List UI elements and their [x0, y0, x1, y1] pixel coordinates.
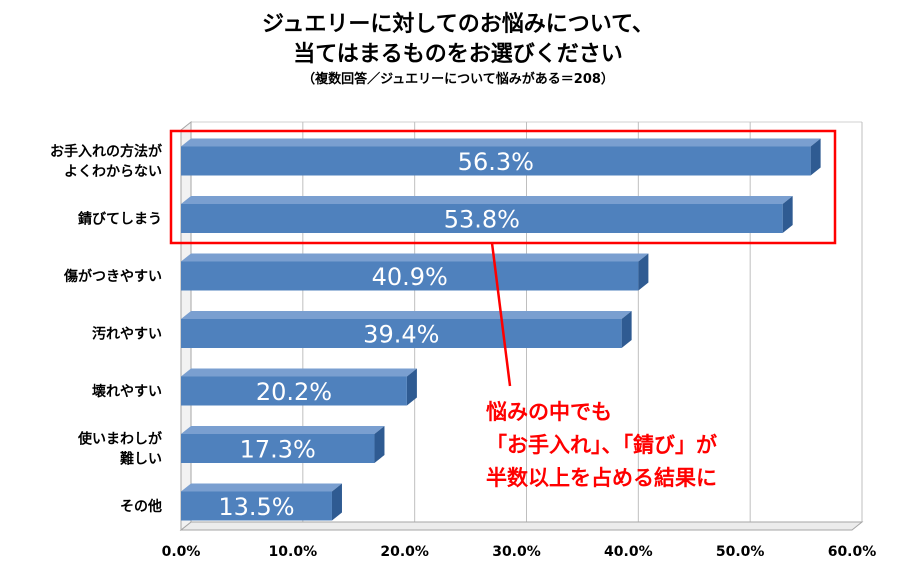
bar-front-face: [181, 261, 639, 291]
bar-value-label: 53.8%: [444, 206, 520, 234]
chart-subtitle: （複数回答／ジュエリーについて悩みがある＝208）: [302, 72, 614, 87]
bar-value-label: 17.3%: [240, 436, 316, 464]
category-label: 汚れやすい: [92, 326, 162, 343]
bar-top-face: [181, 138, 821, 147]
category-label: お手入れの方法がよくわからない: [50, 143, 163, 180]
category-label: 使いまわしが難しい: [77, 431, 163, 468]
bar-top-face: [181, 311, 632, 319]
bar-side-face: [810, 138, 821, 176]
plot-floor: [179, 521, 864, 531]
callout-connector: [490, 242, 512, 387]
x-tick-label: 10.0%: [269, 544, 318, 560]
highlight-box: [169, 129, 837, 245]
bar-front-face: [181, 434, 375, 463]
bar-top-face: [181, 426, 385, 434]
bar-top-face: [181, 368, 417, 377]
bar-side-face: [406, 368, 417, 406]
bar-front-face: [181, 491, 332, 521]
bar-front-face: [181, 376, 407, 406]
x-tick-label: 60.0%: [828, 544, 877, 560]
bar: [181, 368, 417, 406]
bar: [181, 483, 342, 521]
callout-line2: 「お手入れ」、「錆び」が: [486, 433, 717, 457]
x-tick-label: 20.0%: [380, 544, 429, 560]
category-label: 傷がつきやすい: [63, 268, 162, 285]
x-tick-label: 30.0%: [492, 544, 541, 560]
category-label: 壊れやすい: [92, 383, 162, 400]
bar: [181, 253, 649, 291]
chart-title-line2: 当てはまるものをお選びください: [293, 42, 623, 67]
chart-title-line1: ジュエリーに対してのお悩みについて、: [261, 12, 655, 37]
bar-side-face: [374, 426, 385, 463]
bar-side-face: [638, 253, 649, 291]
bar-value-label: 40.9%: [372, 263, 448, 291]
bar-side-face: [621, 311, 632, 348]
bar-value-label: 13.5%: [218, 493, 294, 521]
bar-value-label: 20.2%: [256, 378, 332, 406]
bar-side-face: [782, 196, 793, 233]
bar-front-face: [181, 319, 622, 348]
callout-line1: 悩みの中でも: [486, 400, 612, 424]
category-label: その他: [120, 498, 162, 515]
callout-annotation: 悩みの中でも 「お手入れ」、「錆び」が 半数以上を占める結果に: [486, 396, 717, 495]
bar: [181, 138, 821, 176]
bar-front-face: [181, 204, 783, 233]
bar-top-face: [181, 196, 793, 204]
x-tick-label: 40.0%: [604, 544, 653, 560]
bar: [181, 196, 793, 233]
bar: [181, 311, 632, 348]
bar-top-face: [181, 483, 342, 492]
bar-top-face: [181, 253, 649, 262]
chart-title-block: ジュエリーに対してのお悩みについて、 当てはまるものをお選びください （複数回答…: [0, 10, 916, 90]
bar: [181, 426, 385, 463]
bar-front-face: [181, 146, 811, 176]
x-tick-label: 0.0%: [162, 544, 201, 560]
bar-value-label: 56.3%: [458, 148, 534, 176]
bar-value-label: 39.4%: [363, 321, 439, 349]
callout-line3: 半数以上を占める結果に: [486, 466, 717, 490]
category-label: 錆びてしまう: [78, 211, 162, 228]
x-tick-label: 50.0%: [716, 544, 765, 560]
bar-side-face: [331, 483, 342, 521]
